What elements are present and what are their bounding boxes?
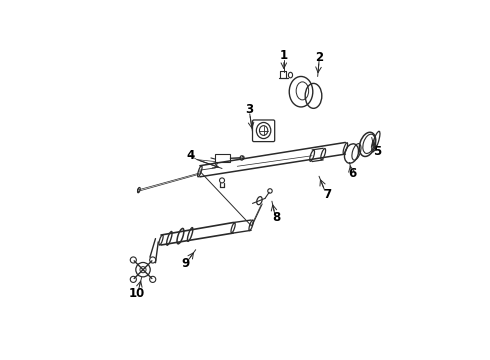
Text: 9: 9 [182,257,190,270]
Text: 5: 5 [373,145,381,158]
Text: 2: 2 [315,50,323,64]
Text: 4: 4 [186,149,194,162]
Text: 8: 8 [272,211,280,224]
Text: 10: 10 [129,287,145,300]
Text: 6: 6 [348,167,356,180]
Text: 3: 3 [245,103,254,116]
Text: 1: 1 [280,49,288,62]
Text: 7: 7 [323,188,331,201]
Bar [215,154,230,162]
